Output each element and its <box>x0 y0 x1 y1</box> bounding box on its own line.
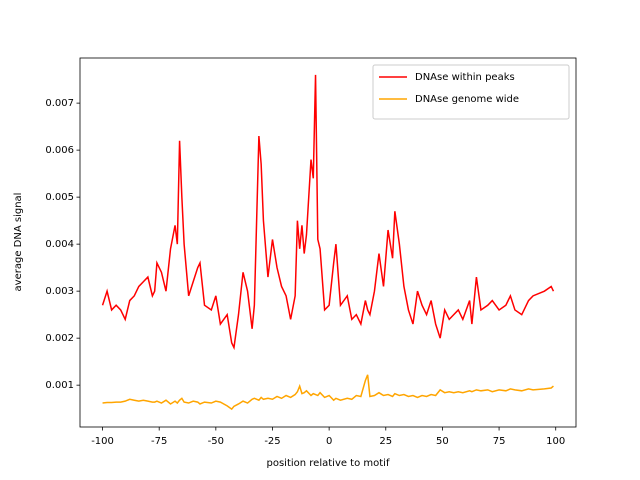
series-line <box>101 74 555 351</box>
y-tick-label: 0.001 <box>45 380 74 391</box>
legend: DNAse within peaks DNAse genome wide <box>372 64 570 120</box>
y-tick-label: 0.002 <box>45 333 74 344</box>
y-tick-label: 0.006 <box>45 145 74 156</box>
legend-label: DNAse genome wide <box>415 94 519 105</box>
y-axis-label: average DNA signal <box>13 193 24 292</box>
x-tick-label: -75 <box>151 436 167 447</box>
x-tick-label: -25 <box>264 436 280 447</box>
x-tick-label: 25 <box>379 436 392 447</box>
x-tick-label: 75 <box>493 436 506 447</box>
y-tick-label: 0.007 <box>45 98 74 109</box>
y-tick-label: 0.004 <box>45 239 74 250</box>
y-tick-label: 0.005 <box>45 192 74 203</box>
y-tick-label: 0.003 <box>45 286 74 297</box>
x-tick-label: 100 <box>546 436 565 447</box>
legend-box <box>372 64 570 120</box>
x-tick-label: -50 <box>208 436 224 447</box>
series-line <box>102 374 554 411</box>
x-tick-label: 0 <box>326 436 332 447</box>
x-tick-label: 50 <box>436 436 449 447</box>
legend-label: DNAse within peaks <box>415 72 515 83</box>
x-axis-label: position relative to motif <box>267 458 390 469</box>
x-tick-label: -100 <box>91 436 114 447</box>
plot-frame <box>79 57 577 428</box>
